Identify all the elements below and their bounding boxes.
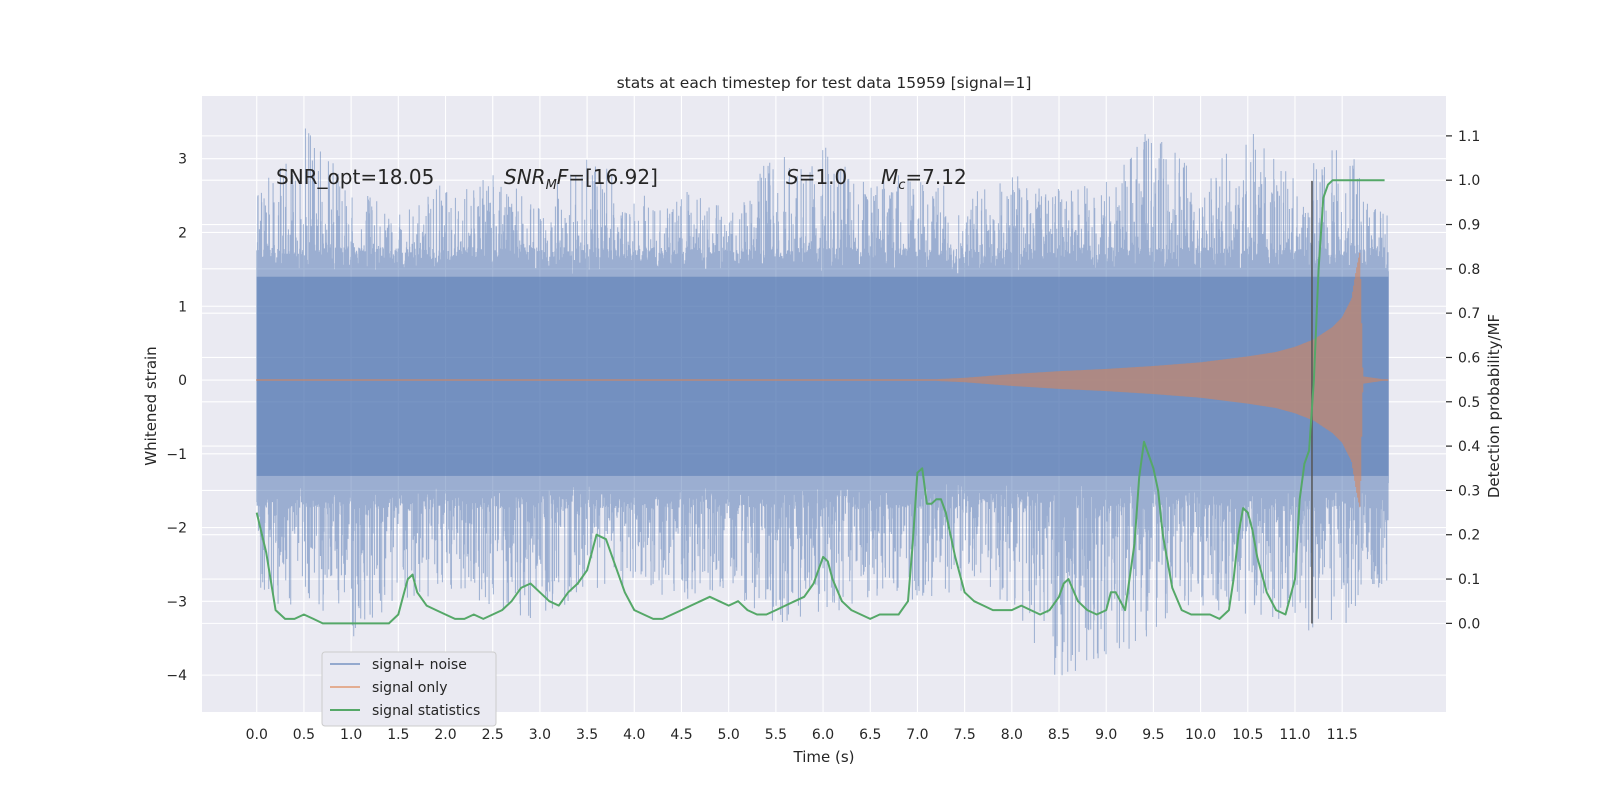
x-tick-label: 8.0 bbox=[1001, 727, 1023, 743]
y2-tick-label: 0.0 bbox=[1458, 616, 1480, 632]
x-tick-label: 1.5 bbox=[387, 727, 409, 743]
y2-tick-label: 0.9 bbox=[1458, 218, 1480, 234]
x-tick-label: 0.5 bbox=[293, 727, 315, 743]
y2-tick-label: 0.3 bbox=[1458, 483, 1480, 499]
y2-tick-label: 0.7 bbox=[1458, 306, 1480, 322]
signal-trace bbox=[256, 252, 1389, 508]
x-tick-label: 9.5 bbox=[1142, 727, 1164, 743]
x-tick-label: 0.0 bbox=[246, 727, 268, 743]
x-tick-label: 5.5 bbox=[765, 727, 787, 743]
legend-label-statistics: signal statistics bbox=[372, 703, 480, 719]
annotation-snr-mf-rest: F=[16.92] bbox=[557, 165, 658, 189]
x-tick-label: 11.0 bbox=[1279, 727, 1310, 743]
y2-tick-label: 0.8 bbox=[1458, 262, 1480, 278]
x-tick-label: 9.0 bbox=[1095, 727, 1117, 743]
legend: signal+ noise signal only signal statist… bbox=[321, 651, 497, 727]
annotation-mc: Mc=7.12 bbox=[881, 165, 967, 193]
x-tick-label: 7.0 bbox=[906, 727, 928, 743]
x-tick-label: 3.5 bbox=[576, 727, 598, 743]
legend-label-noise: signal+ noise bbox=[372, 657, 467, 673]
y2-tick-label: 0.4 bbox=[1458, 439, 1480, 455]
y-axis-ticks: −4 −3 −2 −1 0 1 2 3 bbox=[166, 152, 187, 684]
annotation-mc-symbol: M bbox=[881, 165, 898, 189]
x-tick-label: 11.5 bbox=[1327, 727, 1358, 743]
annotation-mc-sub: c bbox=[898, 178, 905, 193]
annotation-s-value: =1.0 bbox=[799, 165, 848, 189]
y-tick-label: 2 bbox=[178, 225, 187, 241]
annotation-s-symbol: S bbox=[786, 165, 799, 189]
annotation-snr-mf-f: F bbox=[557, 165, 569, 189]
annotation-snr-mf-main: SNR bbox=[504, 165, 546, 189]
y2-tick-label: 1.1 bbox=[1458, 129, 1480, 145]
y2-tick-label: 0.5 bbox=[1458, 395, 1480, 411]
x-tick-label: 2.5 bbox=[482, 727, 504, 743]
annotation-snr-opt: SNR_opt=18.05 bbox=[276, 165, 434, 189]
y-tick-label: 3 bbox=[178, 152, 187, 168]
annotation-s: S=1.0 bbox=[786, 165, 847, 189]
x-tick-label: 7.5 bbox=[954, 727, 976, 743]
y-tick-label: −4 bbox=[166, 668, 187, 684]
y-tick-label: 0 bbox=[178, 373, 187, 389]
x-axis-label: Time (s) bbox=[793, 748, 855, 766]
x-tick-label: 8.5 bbox=[1048, 727, 1070, 743]
annotation-snr-mf-sub: M bbox=[546, 178, 557, 193]
statistics-series bbox=[255, 179, 1385, 625]
y2-tick-label: 0.6 bbox=[1458, 350, 1480, 366]
x-tick-label: 6.0 bbox=[812, 727, 834, 743]
annotation-mc-value: =7.12 bbox=[905, 165, 966, 189]
statistics-line bbox=[255, 179, 1385, 625]
legend-box bbox=[321, 651, 497, 727]
annotation-snr-mf: SNRMF=[16.92] bbox=[504, 165, 658, 193]
x-tick-label: 2.0 bbox=[434, 727, 456, 743]
y2-tick-label: 0.1 bbox=[1458, 572, 1480, 588]
x-tick-label: 5.0 bbox=[718, 727, 740, 743]
x-tick-label: 1.0 bbox=[340, 727, 362, 743]
chart-title: stats at each timestep for test data 159… bbox=[617, 74, 1032, 92]
y-tick-label: −2 bbox=[166, 521, 187, 537]
y2-axis-label: Detection probability/MF bbox=[1485, 314, 1503, 498]
y-tick-label: −1 bbox=[166, 447, 187, 463]
y2-axis-ticks: 0.0 0.1 0.2 0.3 0.4 0.5 0.6 0.7 0.8 0.9 1.0 1.1 bbox=[1446, 129, 1480, 632]
annotation-snr-mf-value: =[16.92] bbox=[568, 165, 658, 189]
y2-tick-label: 1.0 bbox=[1458, 173, 1480, 189]
x-tick-label: 10.5 bbox=[1232, 727, 1263, 743]
x-tick-label: 3.0 bbox=[529, 727, 551, 743]
signal-series bbox=[256, 252, 1389, 508]
x-tick-label: 4.0 bbox=[623, 727, 645, 743]
y2-tick-label: 0.2 bbox=[1458, 528, 1480, 544]
legend-label-signal: signal only bbox=[372, 680, 447, 696]
y-tick-label: −3 bbox=[166, 594, 187, 610]
x-axis-ticks: 0.0 0.5 1.0 1.5 2.0 2.5 3.0 3.5 4.0 4.5 5.0 5.5 6.0 6… bbox=[246, 727, 1358, 743]
x-tick-label: 4.5 bbox=[670, 727, 692, 743]
y-tick-label: 1 bbox=[178, 299, 187, 315]
x-tick-label: 10.0 bbox=[1185, 727, 1216, 743]
x-tick-label: 6.5 bbox=[859, 727, 881, 743]
y-axis-label: Whitened strain bbox=[142, 346, 160, 465]
